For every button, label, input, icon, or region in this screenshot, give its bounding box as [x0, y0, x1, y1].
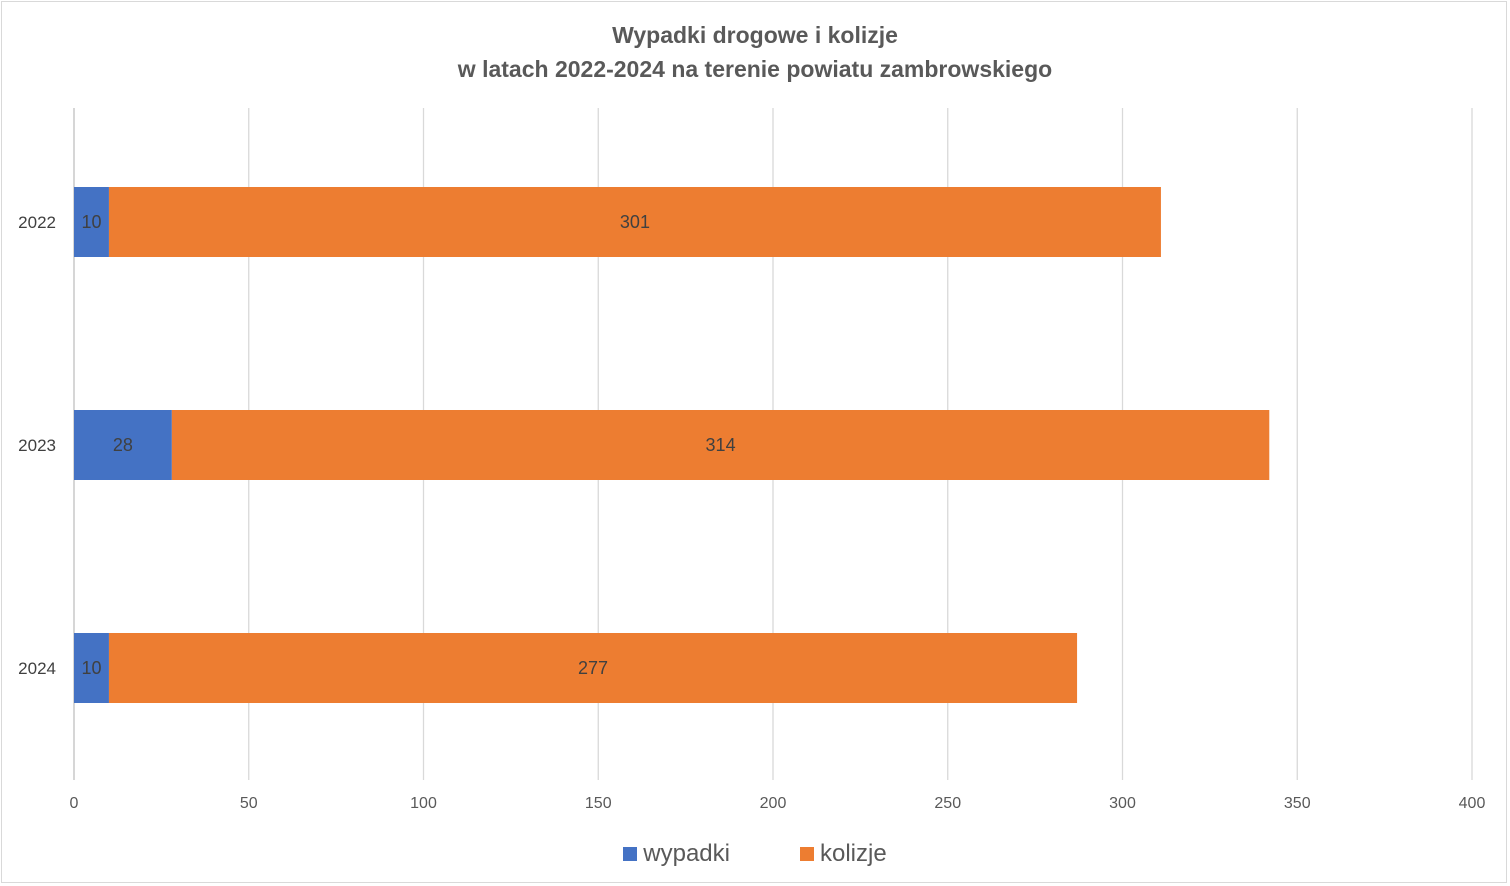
data-label-kolizje-2022: 301	[620, 212, 650, 232]
bar-kolizje-2023	[171, 410, 1270, 480]
bar-kolizje-2022	[108, 187, 1161, 257]
labels: 0 50 100 150 200 250 300 350 400 10 301 2022 28 314 20…	[18, 212, 1485, 812]
category-label-2023: 2023	[18, 436, 56, 455]
legend-swatch-kolizje	[800, 847, 814, 861]
category-label-2024: 2024	[18, 659, 56, 678]
data-label-kolizje-2024: 277	[578, 658, 608, 678]
legend: wypadki kolizje	[0, 837, 1510, 871]
data-label-kolizje-2023: 314	[706, 435, 736, 455]
chart-title: Wypadki drogowe i kolizje w latach 2022-…	[0, 18, 1510, 86]
chart-title-line-2: w latach 2022-2024 na terenie powiatu za…	[457, 56, 1053, 82]
x-tick-label-250: 250	[934, 795, 961, 812]
bar-wypadki-2024	[74, 633, 109, 703]
data-label-wypadki-2023: 28	[113, 435, 133, 455]
x-tick-label-100: 100	[410, 795, 437, 812]
bar-kolizje-2024	[108, 633, 1078, 703]
legend-swatch-wypadki	[623, 847, 638, 861]
x-tick-label-200: 200	[760, 795, 787, 812]
bar-wypadki-2023	[74, 410, 172, 480]
legend-item-wypadki: wypadki	[623, 840, 730, 868]
bars	[74, 187, 1270, 703]
x-tick-label-350: 350	[1284, 795, 1311, 812]
chart-title-line-1: Wypadki drogowe i kolizje	[612, 22, 898, 48]
x-tick-label-300: 300	[1109, 795, 1136, 812]
x-tick-label-400: 400	[1459, 795, 1486, 812]
x-tick-label-50: 50	[240, 795, 258, 812]
category-label-2022: 2022	[18, 213, 56, 232]
data-label-wypadki-2022: 10	[81, 212, 101, 232]
x-tick-label-150: 150	[585, 795, 612, 812]
x-tick-label-0: 0	[70, 795, 79, 812]
legend-item-kolizje: kolizje	[800, 840, 887, 868]
data-label-wypadki-2024: 10	[81, 658, 101, 678]
legend-label-kolizje: kolizje	[820, 840, 887, 867]
legend-label-wypadki: wypadki	[643, 840, 730, 867]
bar-wypadki-2022	[74, 187, 109, 257]
